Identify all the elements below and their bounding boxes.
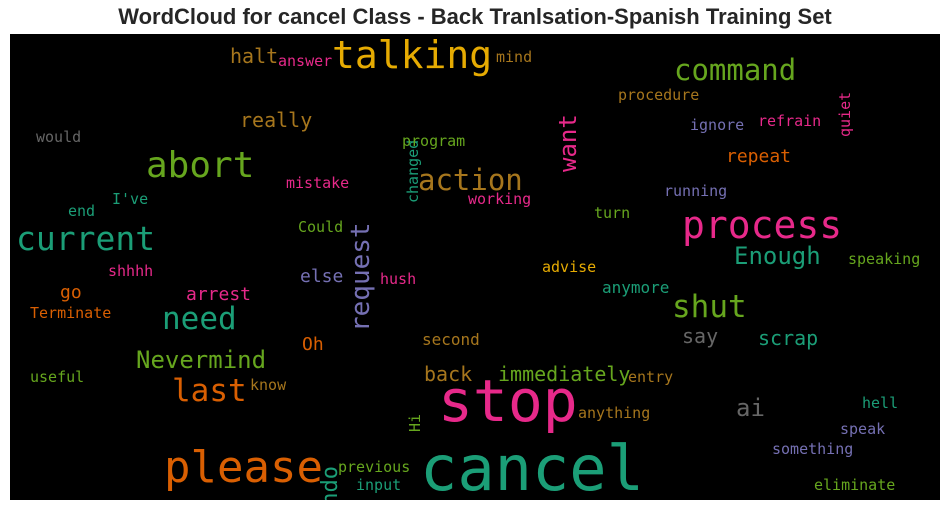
word-immediately: immediately [498,362,631,386]
word-terminate: Terminate [30,304,112,322]
word-second: second [422,330,480,349]
word-entry: entry [628,368,674,386]
word-refrain: refrain [758,112,822,130]
word-request: request [346,222,376,332]
word-hi: Hi [406,413,424,432]
word-go: go [60,282,82,303]
word-talking: talking [332,34,493,77]
word-hush: hush [380,270,417,288]
word-would: would [36,128,82,146]
word-really: really [240,108,313,132]
word-advise: advise [542,258,597,276]
word-previous: previous [338,458,411,476]
word-repeat: repeat [726,146,792,167]
word-please: please [164,442,323,493]
word-eliminate: eliminate [814,476,896,494]
word-running: running [664,182,728,200]
word-ignore: ignore [690,116,745,134]
word-working: working [468,190,532,208]
word-mind: mind [496,48,533,66]
word-oh: Oh [302,334,324,355]
chart-title: WordCloud for cancel Class - Back Tranls… [118,4,832,29]
word-command: command [674,53,797,87]
word-nevermind: Nevermind [136,346,267,374]
word-say: say [682,324,719,348]
word-arrest: arrest [186,284,252,305]
word-ai: ai [736,394,765,422]
word-anything: anything [578,404,651,422]
word-cancel: cancel [420,432,644,500]
word-last: last [172,373,247,409]
word-else: else [300,266,344,287]
word-input: input [356,476,402,494]
word-could: Could [298,218,344,236]
word-turn: turn [594,204,631,222]
word-answer: answer [278,52,333,70]
word-action: action [418,163,523,197]
word-ive: I've [112,190,149,208]
word-shut: shut [672,289,747,325]
word-know: know [250,376,287,394]
word-speaking: speaking [848,250,921,268]
word-speak: speak [840,420,886,438]
word-useful: useful [30,368,85,386]
word-need: need [162,301,237,337]
word-cloud: cancel stop please process talking abort… [10,34,940,500]
word-hell: hell [862,394,899,412]
word-end: end [68,202,96,220]
word-abort: abort [146,145,255,186]
word-enough: Enough [734,242,821,270]
word-stop: stop [438,367,578,435]
word-want: want [554,114,582,172]
word-shhhh: shhhh [108,262,154,280]
word-anymore: anymore [602,278,670,297]
word-procedure: procedure [618,86,700,104]
word-current: current [16,219,156,258]
word-program: program [402,132,466,150]
word-something: something [772,440,854,458]
word-mistake: mistake [286,174,350,192]
word-halt: halt [230,44,279,68]
word-quiet: quiet [836,91,854,137]
word-back: back [424,362,473,386]
word-process: process [682,203,843,247]
word-scrap: scrap [758,326,819,350]
